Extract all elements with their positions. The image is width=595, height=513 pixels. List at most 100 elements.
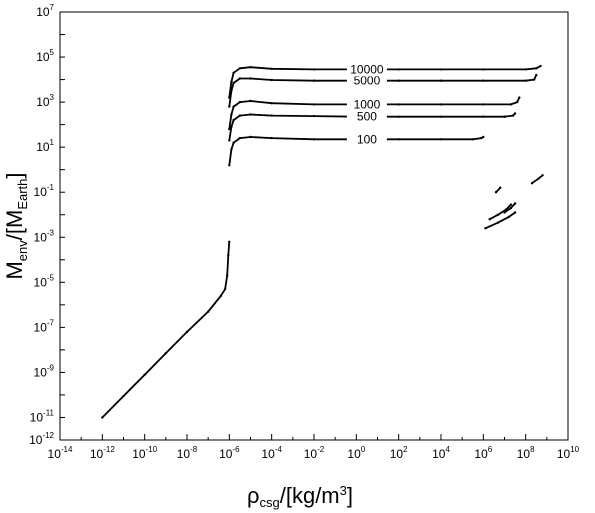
data-point	[312, 103, 316, 106]
data-point	[228, 139, 231, 142]
y-tick-label: 10-11	[30, 408, 55, 424]
data-point	[228, 127, 231, 131]
y-axis-title: Menv/[MEarth]	[2, 172, 30, 279]
data-point	[482, 103, 485, 106]
curve-label: 10000	[350, 62, 384, 76]
x-tick-label: 10-2	[304, 445, 325, 461]
data-point	[249, 66, 252, 69]
data-point	[122, 394, 125, 398]
data-point	[509, 206, 513, 210]
data-point	[439, 138, 443, 141]
data-point	[249, 113, 252, 116]
data-point	[397, 103, 400, 106]
y-tick-label: 10-9	[34, 363, 55, 379]
data-point	[482, 135, 485, 139]
data-point	[482, 79, 485, 82]
x-tick-label: 10-12	[90, 445, 115, 461]
data-point	[232, 81, 235, 85]
data-point	[227, 254, 230, 257]
x-tick-label: 10-4	[261, 445, 282, 461]
data-point	[482, 115, 485, 118]
y-tick-label: 107	[36, 3, 54, 19]
y-tick-label: 101	[36, 138, 54, 154]
data-point	[503, 211, 506, 214]
data-point	[482, 68, 485, 71]
y-tick-label: 103	[36, 93, 54, 109]
x-tick-label: 104	[432, 445, 450, 461]
x-tick-label: 10-10	[132, 445, 157, 461]
data-point	[513, 202, 517, 205]
data-point	[223, 287, 227, 291]
data-point	[232, 141, 235, 144]
data-point	[164, 352, 167, 355]
data-point	[230, 80, 233, 84]
data-point	[397, 79, 400, 82]
curve-label: 1000	[354, 97, 381, 111]
data-point	[530, 182, 534, 185]
data-point	[524, 79, 527, 82]
data-point	[270, 136, 273, 140]
series-line	[485, 211, 516, 230]
data-point	[507, 215, 510, 219]
data-point	[219, 294, 223, 297]
data-point	[312, 114, 316, 118]
data-point	[249, 135, 252, 139]
data-point	[232, 71, 235, 75]
y-tick-label: 105	[36, 48, 54, 64]
data-point	[270, 78, 273, 82]
data-point	[513, 211, 517, 214]
data-point	[238, 67, 242, 70]
x-axis-ticks: 10-14 10-12 10-10 10-8 10-6 10-4 10-2 100 102 104…	[48, 434, 580, 461]
data-point	[238, 114, 242, 117]
data-point	[238, 100, 242, 104]
data-point	[226, 274, 229, 277]
data-point	[535, 67, 538, 70]
data-point	[503, 115, 506, 118]
data-point	[439, 115, 443, 118]
data-point	[439, 103, 443, 106]
data-point	[228, 96, 231, 99]
data-point	[238, 136, 242, 140]
data-point	[516, 100, 519, 104]
data-point	[232, 105, 235, 108]
data-point	[509, 103, 513, 106]
data-point	[524, 68, 527, 71]
curve-label: 5000	[354, 74, 381, 88]
data-point	[249, 77, 252, 80]
data-point	[541, 174, 544, 177]
data-point	[511, 114, 515, 117]
series-line	[228, 74, 538, 107]
plot-area	[59, 11, 569, 441]
curve-label-bg	[346, 132, 387, 147]
data-point	[228, 240, 231, 243]
data-point	[471, 138, 474, 141]
data-point	[270, 102, 273, 105]
data-point	[480, 136, 483, 140]
curve-label-bg	[346, 62, 387, 77]
x-tick-label: 100	[347, 445, 365, 461]
data-point	[228, 164, 231, 167]
curve-label-bg	[346, 109, 387, 124]
data-point	[532, 78, 536, 81]
data-point	[513, 112, 517, 115]
data-point	[230, 113, 233, 116]
x-tick-label: 108	[517, 445, 535, 461]
x-axis-title: ρcsg/[kg/m3]	[247, 483, 353, 510]
data-point	[535, 73, 538, 77]
data-point	[230, 125, 233, 129]
data-point	[185, 330, 189, 334]
data-point	[496, 221, 500, 224]
x-tick-label: 1010	[557, 445, 580, 461]
curve-label-bg	[346, 97, 387, 112]
data-point	[439, 68, 443, 71]
data-point	[518, 96, 521, 99]
data-point	[539, 64, 542, 68]
curve-label: 100	[357, 132, 377, 146]
data-point	[270, 67, 273, 71]
series-line	[228, 97, 521, 130]
data-point	[232, 118, 235, 122]
y-tick-label: 10-5	[34, 273, 55, 289]
y-tick-label: 10-12	[29, 431, 54, 447]
data-point	[101, 416, 104, 419]
